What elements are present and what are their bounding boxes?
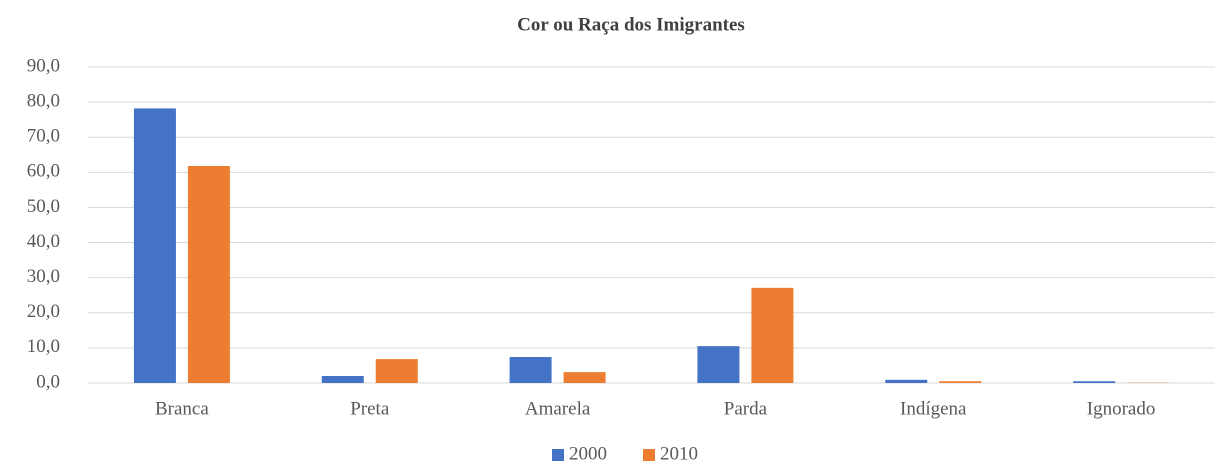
x-tick-label: Indígena: [900, 398, 967, 419]
bar: [563, 372, 606, 383]
bar: [321, 375, 364, 383]
y-tick-label: 90,0: [27, 55, 60, 76]
legend-swatch: [643, 449, 655, 461]
bar: [697, 346, 740, 383]
y-tick-label: 40,0: [27, 231, 60, 252]
x-tick-label: Parda: [724, 398, 768, 419]
y-tick-label: 20,0: [27, 301, 60, 322]
x-tick-label: Ignorado: [1087, 398, 1156, 419]
y-tick-label: 30,0: [27, 266, 60, 287]
y-tick-label: 70,0: [27, 126, 60, 147]
y-tick-label: 0,0: [36, 371, 60, 392]
bar: [509, 357, 552, 383]
x-tick-label: Preta: [350, 398, 390, 419]
bar: [187, 166, 230, 383]
legend-swatch: [552, 449, 564, 461]
bar: [133, 108, 176, 383]
bar: [751, 287, 794, 383]
y-tick-label: 60,0: [27, 161, 60, 182]
legend-label: 2010: [660, 443, 698, 463]
chart-title: Cor ou Raça dos Imigrantes: [517, 14, 745, 35]
x-tick-label: Branca: [155, 398, 209, 419]
bar: [1073, 381, 1116, 383]
bar: [885, 379, 928, 383]
bar: [939, 381, 982, 383]
y-tick-label: 10,0: [27, 336, 60, 357]
bar: [375, 359, 418, 383]
x-tick-label: Amarela: [525, 398, 591, 419]
y-tick-label: 80,0: [27, 90, 60, 111]
y-tick-label: 50,0: [27, 196, 60, 217]
legend-label: 2000: [569, 443, 607, 463]
